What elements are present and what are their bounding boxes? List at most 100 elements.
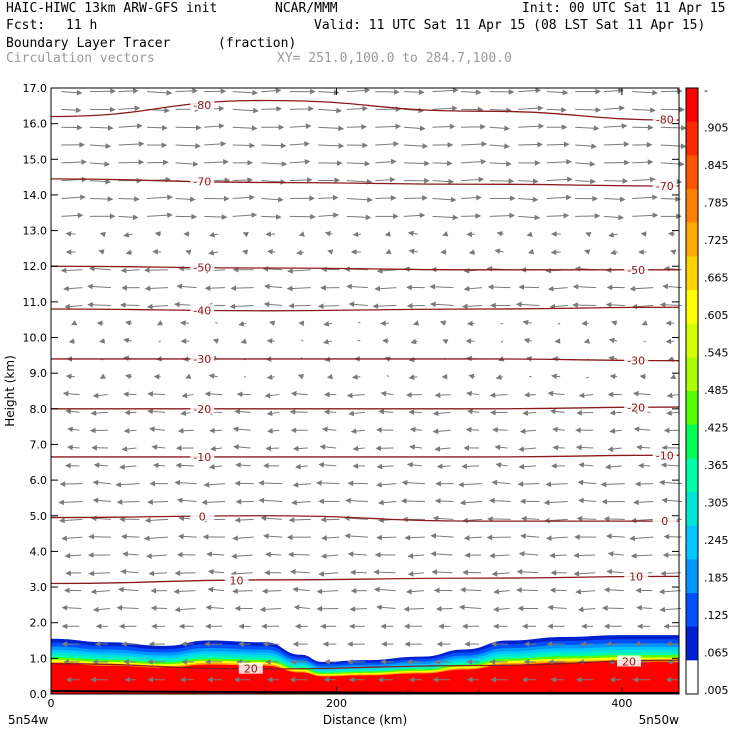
contour-label-bg [624,401,649,413]
wind-vector-head [378,408,385,415]
temperature-contour [50,575,680,585]
wind-vector-head [345,497,351,504]
wind-vector-head [589,161,596,167]
wind-vector-head [377,499,384,506]
y-tick-label: 13.0 [23,225,48,238]
colorbar-swatch [686,626,698,661]
y-tick-label: 6.0 [30,474,48,487]
wind-vector-head [468,373,475,380]
wind-vector-head [147,499,153,505]
wind-vector-head [632,390,639,397]
wind-vector-head [435,605,442,612]
y-tick-label: 10.0 [23,332,48,345]
wind-vector-head [161,142,168,148]
y-tick-label: 8.0 [30,403,48,416]
wind-vector-head [87,301,93,308]
y-tick-label: 9.0 [30,367,48,380]
wind-vector-head [166,89,173,96]
wind-vector-head [547,604,554,611]
org-label: NCAR/MMM [275,1,338,16]
wind-vector-head [105,178,112,185]
wind-vector-head [76,124,83,131]
wind-vector-head [491,479,498,486]
wind-vector-head [149,480,155,487]
wind-vector-head [305,123,312,130]
wind-vector-head [663,623,670,630]
wind-vector-head [88,533,94,540]
wind-vector-head [119,516,125,523]
wind-vector-head [144,285,151,292]
wind-vector-head [80,194,86,201]
wind-vector-head [459,587,466,593]
wind-vector-head [404,534,411,541]
contour-label: -30 [627,354,645,367]
wind-vector-head [376,534,382,541]
wind-vector-head [338,143,345,149]
contour-label: 10 [629,571,643,584]
wind-vector-head [310,88,316,95]
contour-label-bg [652,515,677,527]
wind-vector-head [234,517,241,523]
plot-frame [50,87,680,695]
wind-vector-head [65,676,72,683]
wind-vector-head [518,551,525,557]
wind-vector-head [576,515,583,522]
wind-vector-head [535,87,542,94]
y-tick-label: 15.0 [23,153,48,166]
wind-vector-head [290,427,297,434]
wind-vector-head [521,676,528,683]
wind-vector-head [263,301,270,308]
wind-vector-head [490,641,497,647]
wind-vector-head [288,302,295,309]
colorbar-swatch [686,155,698,190]
wind-vector-head [156,320,164,326]
x-left-end-label: 5n54w [8,713,49,727]
wind-vector-head [266,338,273,344]
wind-vector-head [121,533,127,540]
wind-vector-head [352,463,359,469]
wind-vector-head [175,445,182,451]
wind-vector-head [320,516,327,523]
wind-vector-head [409,444,416,450]
wind-vector-head [429,283,436,290]
wind-vector-head [323,321,330,327]
wind-vector-head [146,303,153,310]
wind-vector-head [566,159,572,165]
wind-vector-head [380,659,386,665]
wind-vector-head [208,373,215,379]
wind-vector-head [192,88,198,94]
wind-vector-head [632,676,638,683]
wind-vector-head [98,249,105,255]
wind-vector-head [405,588,412,595]
wind-vector-head [292,641,299,647]
wind-vector-head [373,569,380,575]
wind-vector-head [88,265,95,272]
wind-vector-head [65,373,72,380]
wind-vector-head [634,481,641,487]
colorbar-swatch [686,492,698,527]
wind-vector-head [124,676,130,683]
wind-vector-head [281,161,288,167]
wind-vector-head [132,88,139,94]
wind-vector-head [506,160,512,167]
wind-vector-head [233,444,239,450]
wind-vector-head [91,444,97,451]
wind-vector-head [110,88,116,94]
wind-vector-head [575,427,581,433]
wind-vector-head [318,462,325,468]
colorbar-label: - [704,84,708,97]
contour-label-bg [190,402,215,414]
wind-vector-head [522,410,529,416]
wind-vector-head [320,284,326,291]
wind-vector-head [223,195,230,202]
wind-vector-head [93,462,100,468]
wind-vector-head [65,462,71,469]
wind-vector-head [434,498,441,504]
wind-vector-head [346,392,353,399]
wind-vector-head [107,196,114,202]
wind-vector-head [347,641,353,647]
wind-vector-head [309,195,315,202]
colorbar-label: .845 [704,159,729,172]
wind-vector-head [661,497,668,504]
wind-vector-head [324,230,331,237]
